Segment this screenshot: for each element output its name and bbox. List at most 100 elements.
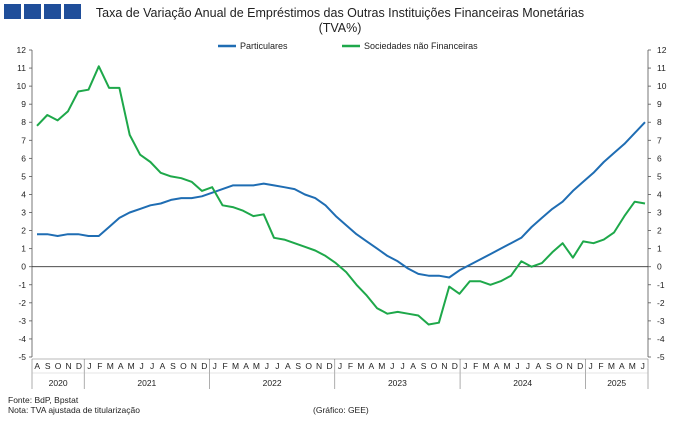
y-tick-label-left: -5: [18, 352, 26, 362]
month-label: N: [316, 361, 322, 371]
month-label: J: [275, 361, 279, 371]
logo-block: [44, 4, 61, 19]
y-tick-label-left: 5: [21, 171, 26, 181]
y-tick-label-left: 4: [21, 189, 26, 199]
month-label: N: [441, 361, 447, 371]
y-tick-label-left: 12: [17, 45, 27, 55]
month-label: M: [504, 361, 511, 371]
month-label: M: [483, 361, 490, 371]
titularization-note: Nota: TVA ajustada de titularização: [8, 405, 140, 415]
y-tick-label-right: 1: [657, 244, 662, 254]
month-label: M: [232, 361, 239, 371]
month-label: M: [608, 361, 615, 371]
month-label: J: [401, 361, 405, 371]
month-label: M: [629, 361, 636, 371]
y-tick-label-left: 1: [21, 244, 26, 254]
month-label: M: [107, 361, 114, 371]
month-label: A: [243, 361, 249, 371]
y-tick-label-left: 9: [21, 99, 26, 109]
logo-block: [4, 4, 21, 19]
month-label: N: [191, 361, 197, 371]
chart-title: Taxa de Variação Anual de Empréstimos da…: [80, 6, 600, 36]
y-tick-label-right: 7: [657, 135, 662, 145]
month-label: N: [567, 361, 573, 371]
month-label: S: [421, 361, 427, 371]
legend-sociedades-label: Sociedades não Financeiras: [364, 41, 478, 51]
y-tick-label-right: -2: [657, 298, 665, 308]
month-label: O: [305, 361, 312, 371]
month-label: A: [494, 361, 500, 371]
month-label: S: [295, 361, 301, 371]
y-tick-label-left: -4: [18, 334, 26, 344]
y-tick-label-right: 10: [657, 81, 667, 91]
month-label: A: [118, 361, 124, 371]
month-label: O: [431, 361, 438, 371]
month-label: A: [619, 361, 625, 371]
month-label: A: [410, 361, 416, 371]
month-label: J: [213, 361, 217, 371]
month-label: D: [452, 361, 458, 371]
chart-title-line1: Taxa de Variação Anual de Empréstimos da…: [95, 6, 585, 20]
month-label: D: [201, 361, 207, 371]
month-label: J: [463, 361, 467, 371]
y-tick-label-left: 0: [21, 262, 26, 272]
y-tick-label-right: 8: [657, 117, 662, 127]
year-label: 2023: [388, 378, 407, 388]
y-tick-label-right: 6: [657, 153, 662, 163]
y-tick-label-left: -3: [18, 316, 26, 326]
year-label: 2021: [137, 378, 156, 388]
logo-block: [24, 4, 41, 19]
y-tick-label-left: 11: [17, 63, 26, 73]
y-tick-label-left: 7: [21, 135, 26, 145]
month-label: F: [97, 361, 102, 371]
month-label: J: [526, 361, 530, 371]
y-tick-label-right: 2: [657, 226, 662, 236]
logo-block: [64, 4, 81, 19]
year-label: 2025: [607, 378, 626, 388]
month-label: O: [180, 361, 187, 371]
month-label: A: [34, 361, 40, 371]
month-label: M: [128, 361, 135, 371]
y-tick-label-right: 9: [657, 99, 662, 109]
month-label: A: [368, 361, 374, 371]
month-label: O: [55, 361, 62, 371]
month-label: S: [45, 361, 51, 371]
month-label: F: [223, 361, 228, 371]
y-tick-label-right: -5: [657, 352, 665, 362]
month-label: J: [390, 361, 394, 371]
month-label: S: [170, 361, 176, 371]
year-label: 2024: [513, 378, 532, 388]
y-tick-label-left: 6: [21, 153, 26, 163]
y-tick-label-right: -3: [657, 316, 665, 326]
month-label: J: [588, 361, 592, 371]
chart-credit: (Gráfico: GEE): [313, 405, 369, 415]
month-label: M: [378, 361, 385, 371]
month-label: A: [285, 361, 291, 371]
y-tick-label-right: 5: [657, 171, 662, 181]
month-label: J: [338, 361, 342, 371]
month-label: D: [76, 361, 82, 371]
month-label: D: [577, 361, 583, 371]
month-label: A: [536, 361, 542, 371]
y-tick-label-left: -2: [18, 298, 26, 308]
series-line-particulares: [37, 121, 646, 279]
y-tick-label-left: 3: [21, 208, 26, 218]
month-label: S: [546, 361, 552, 371]
year-label: 2020: [49, 378, 68, 388]
y-tick-label-right: 0: [657, 262, 662, 272]
month-label: N: [65, 361, 71, 371]
y-tick-label-left: 2: [21, 226, 26, 236]
y-tick-label-right: -1: [657, 280, 665, 290]
chart-title-line2: (TVA%): [318, 21, 362, 35]
month-label: F: [348, 361, 353, 371]
y-tick-label-right: 11: [657, 63, 666, 73]
gee-logo: [4, 4, 81, 19]
series-line-sociedades: [36, 65, 646, 326]
month-label: F: [598, 361, 603, 371]
y-tick-label-left: 8: [21, 117, 26, 127]
month-label: F: [473, 361, 478, 371]
month-label: J: [515, 361, 519, 371]
month-label: A: [160, 361, 166, 371]
y-tick-label-left: -1: [18, 280, 26, 290]
